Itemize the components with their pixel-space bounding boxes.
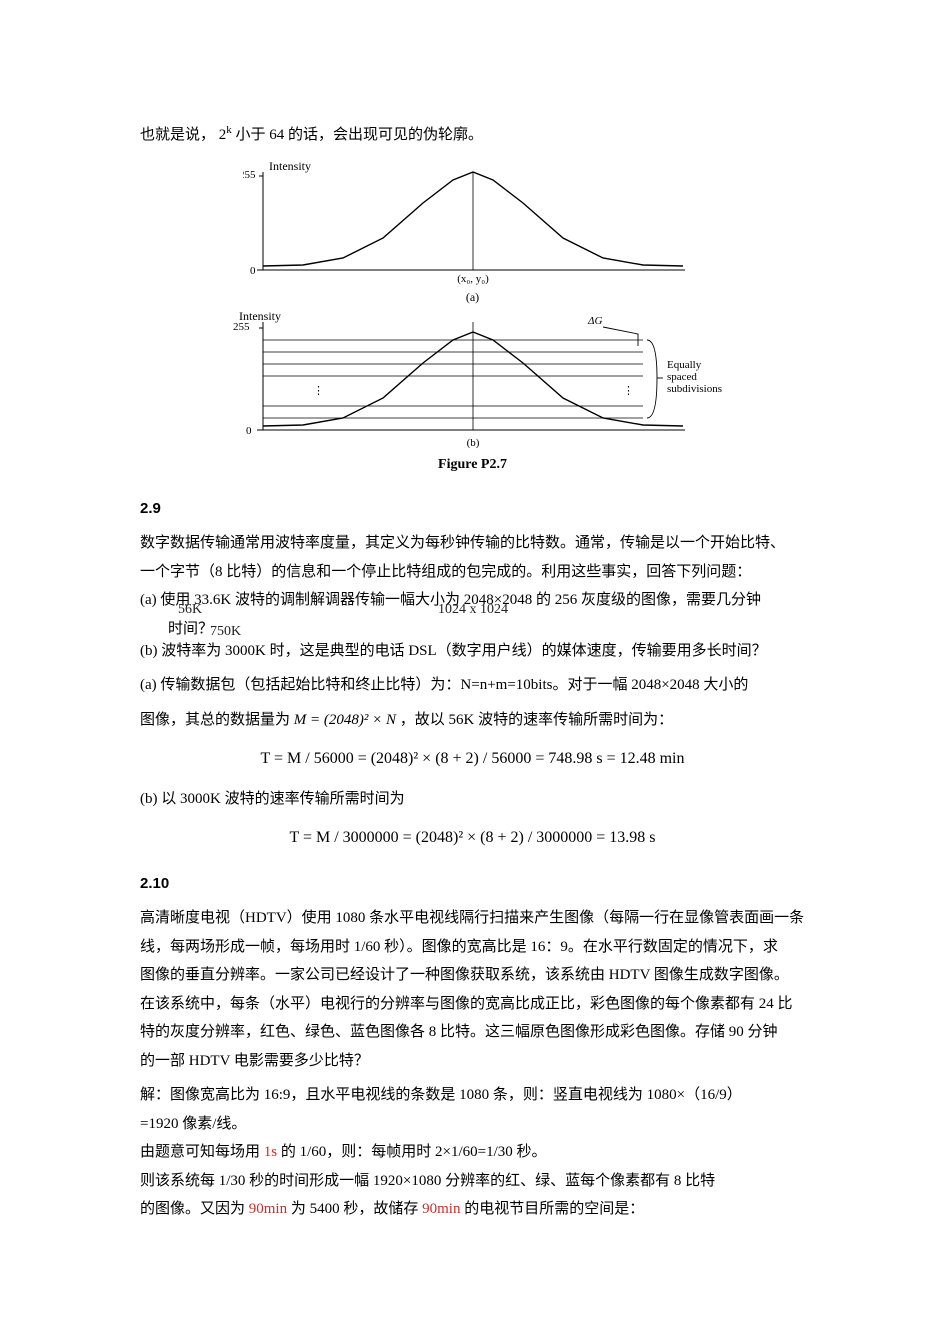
q210-5: 特的灰度分辨率，红色、绿色、蓝色图像各 8 比特。这三幅原色图像形成彩色图像。存… — [140, 1018, 805, 1047]
a210-4b-red: 90min — [249, 1201, 287, 1217]
a210-4c: 为 5400 秒，故储存 — [287, 1201, 422, 1217]
a210-2c: 的 1/60，则：每帧用时 2×1/60=1/30 秒。 — [277, 1144, 546, 1160]
section-2-9-header: 2.9 — [140, 495, 805, 524]
ytick-255-top: 255 — [243, 169, 256, 181]
top-prefix: 也就是说， — [140, 127, 215, 143]
problem-2-10-question: 高清晰度电视（HDTV）使用 1080 条水平电视线隔行扫描来产生图像（每隔一行… — [140, 904, 805, 1075]
figure-p2-7-top: Intensity 255 0 (x₀, y₀) — [243, 158, 703, 288]
q210-1: 高清晰度电视（HDTV）使用 1080 条水平电视线隔行扫描来产生图像（每隔一行… — [140, 904, 805, 933]
top-suffix: 小于 64 的话，会出现可见的伪轮廓。 — [236, 127, 484, 143]
answer-2-9-a-line1: (a) 传输数据包（包括起始比特和终止比特）为：N=n+m=10bits。对于一… — [140, 671, 805, 700]
delta-g-label: ΔG — [587, 315, 602, 327]
problem-2-9-question: 数字数据传输通常用波特率度量，其定义为每秒钟传输的比特数。通常，传输是以一个开始… — [140, 529, 805, 665]
q29-intro-2: 一个字节（8 比特）的信息和一个停止比特组成的包完成的。利用这些事实，回答下列问… — [140, 558, 805, 587]
figure-p2-7-bottom: Intensity 255 0 ⋮ ⋮ Δ — [213, 308, 733, 448]
answer-2-9-a-line2: 图像，其总的数据量为 M = (2048)² × N ，故以 56K 波特的速率… — [140, 706, 805, 735]
top-expr-exp: k — [226, 124, 232, 136]
a210-4a: 的图像。又因为 — [140, 1201, 249, 1217]
handwritten-56k: 56K — [178, 597, 202, 624]
subplot-a-label: (a) — [140, 286, 805, 309]
ellipsis-right: ⋮ — [623, 385, 634, 397]
a210-4e: 的电视节目所需的空间是： — [460, 1201, 644, 1217]
y-axis-label-top: Intensity — [269, 159, 311, 173]
ans29a-inline-eq: M = (2048)² × N — [294, 712, 396, 728]
equation-29-b-text: T = M / 3000000 = (2048)² × (8 + 2) / 30… — [289, 829, 655, 846]
answer-2-10-line1: 解：图像宽高比为 16:9，且水平电视线的条数是 1080 条，则：竖直电视线为… — [140, 1081, 805, 1110]
equation-29-a-text: T = M / 56000 = (2048)² × (8 + 2) / 5600… — [261, 750, 685, 767]
section-2-10-header: 2.10 — [140, 870, 805, 899]
q210-4: 在该系统中，每条（水平）电视行的分辨率与图像的宽高比成正比，彩色图像的每个像素都… — [140, 990, 805, 1019]
handwritten-1024: 1024 x 1024 — [438, 597, 508, 624]
side-eq-2: spaced — [667, 371, 697, 383]
q210-3: 图像的垂直分辨率。一家公司已经设计了一种图像获取系统，该系统由 HDTV 图像生… — [140, 961, 805, 990]
equation-29-b: T = M / 3000000 = (2048)² × (8 + 2) / 30… — [140, 823, 805, 853]
ytick-255-b: 255 — [233, 321, 250, 333]
ans29a-post: ，故以 56K 波特的速率传输所需时间为： — [400, 712, 673, 728]
subplot-b-label: (b) — [466, 437, 479, 448]
top-sentence: 也就是说， 2k 小于 64 的话，会出现可见的伪轮廓。 — [140, 120, 805, 150]
a210-2b-red: 1s — [264, 1144, 277, 1160]
side-eq-1: Equally — [667, 359, 702, 371]
figure-caption: Figure P2.7 — [140, 452, 805, 479]
q210-6: 的一部 HDTV 电影需要多少比特？ — [140, 1047, 805, 1076]
q29-intro-1: 数字数据传输通常用波特率度量，其定义为每秒钟传输的比特数。通常，传输是以一个开始… — [140, 529, 805, 558]
a210-4d-red: 90min — [422, 1201, 460, 1217]
handwritten-750k: 750K — [210, 619, 241, 646]
ytick-0-b: 0 — [246, 425, 252, 437]
figure-p2-7: Intensity 255 0 (x₀, y₀) (a) Intensity 2… — [140, 158, 805, 479]
page: 也就是说， 2k 小于 64 的话，会出现可见的伪轮廓。 Intensity 2… — [0, 0, 945, 1284]
a210-2a: 由题意可知每场用 — [140, 1144, 264, 1160]
ans29a-pre: 图像，其总的数据量为 — [140, 712, 294, 728]
ellipsis-left: ⋮ — [313, 385, 324, 397]
ytick-0-top: 0 — [250, 265, 256, 277]
answer-2-10-line3: 则该系统每 1/30 秒的时间形成一幅 1920×1080 分辨率的红、绿、蓝每… — [140, 1167, 805, 1196]
q210-2: 线，每两场形成一帧，每场用时 1/60 秒）。图像的宽高比是 16：9。在水平行… — [140, 933, 805, 962]
equation-29-a: T = M / 56000 = (2048)² × (8 + 2) / 5600… — [140, 744, 805, 774]
answer-2-10-line4: 的图像。又因为 90min 为 5400 秒，故储存 90min 的电视节目所需… — [140, 1195, 805, 1224]
answer-2-10-line2: 由题意可知每场用 1s 的 1/60，则：每帧用时 2×1/60=1/30 秒。 — [140, 1138, 805, 1167]
answer-2-10-line1b: =1920 像素/线。 — [140, 1110, 805, 1139]
side-eq-3: subdivisions — [667, 383, 722, 395]
x-center-label: (x₀, y₀) — [457, 273, 489, 285]
answer-2-9-b-pre: (b) 以 3000K 波特的速率传输所需时间为 — [140, 785, 805, 814]
